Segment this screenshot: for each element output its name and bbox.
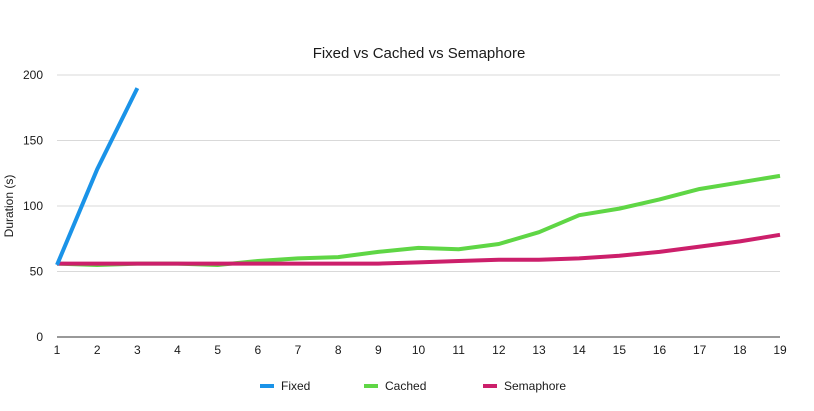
legend-label: Fixed — [281, 379, 310, 393]
legend-item-fixed: Fixed — [260, 379, 310, 393]
y-tick-label: 200 — [23, 68, 43, 82]
x-axis-ticks: 1 2 3 4 5 6 7 8 9 10 11 12 13 14 15 16 17 18 19 — [54, 343, 787, 357]
y-tick-label: 100 — [23, 199, 43, 213]
x-tick-label: 18 — [733, 343, 747, 357]
x-tick-label: 6 — [254, 343, 261, 357]
x-tick-label: 5 — [214, 343, 221, 357]
series-line-fixed — [55, 87, 140, 266]
x-tick-label: 15 — [613, 343, 627, 357]
y-tick-label: 0 — [36, 330, 43, 344]
x-tick-label: 11 — [452, 343, 465, 357]
x-tick-label: 16 — [653, 343, 667, 357]
x-tick-label: 19 — [773, 343, 787, 357]
y-tick-label: 150 — [23, 134, 43, 148]
x-tick-label: 1 — [54, 343, 61, 357]
x-tick-label: 8 — [335, 343, 342, 357]
x-tick-label: 14 — [572, 343, 586, 357]
y-axis-ticks: 0 50 100 150 200 — [23, 68, 43, 344]
legend-item-cached: Cached — [364, 379, 426, 393]
x-tick-label: 10 — [412, 343, 426, 357]
y-axis-label: Duration (s) — [2, 175, 16, 238]
y-tick-label: 50 — [30, 265, 44, 279]
x-tick-label: 4 — [174, 343, 181, 357]
legend: Fixed Cached Semaphore — [260, 379, 566, 393]
x-tick-label: 17 — [693, 343, 707, 357]
gridlines — [57, 74, 780, 338]
legend-label: Cached — [385, 379, 426, 393]
series-line-semaphore — [57, 232, 781, 266]
x-tick-label: 2 — [94, 343, 101, 357]
chart-title: Fixed vs Cached vs Semaphore — [313, 45, 526, 62]
series-lines — [55, 87, 781, 267]
x-tick-label: 9 — [375, 343, 382, 357]
x-tick-label: 12 — [492, 343, 506, 357]
legend-label: Semaphore — [504, 379, 566, 393]
x-tick-label: 7 — [295, 343, 302, 357]
legend-item-semaphore: Semaphore — [483, 379, 566, 393]
x-tick-label: 3 — [134, 343, 141, 357]
x-tick-label: 13 — [532, 343, 546, 357]
